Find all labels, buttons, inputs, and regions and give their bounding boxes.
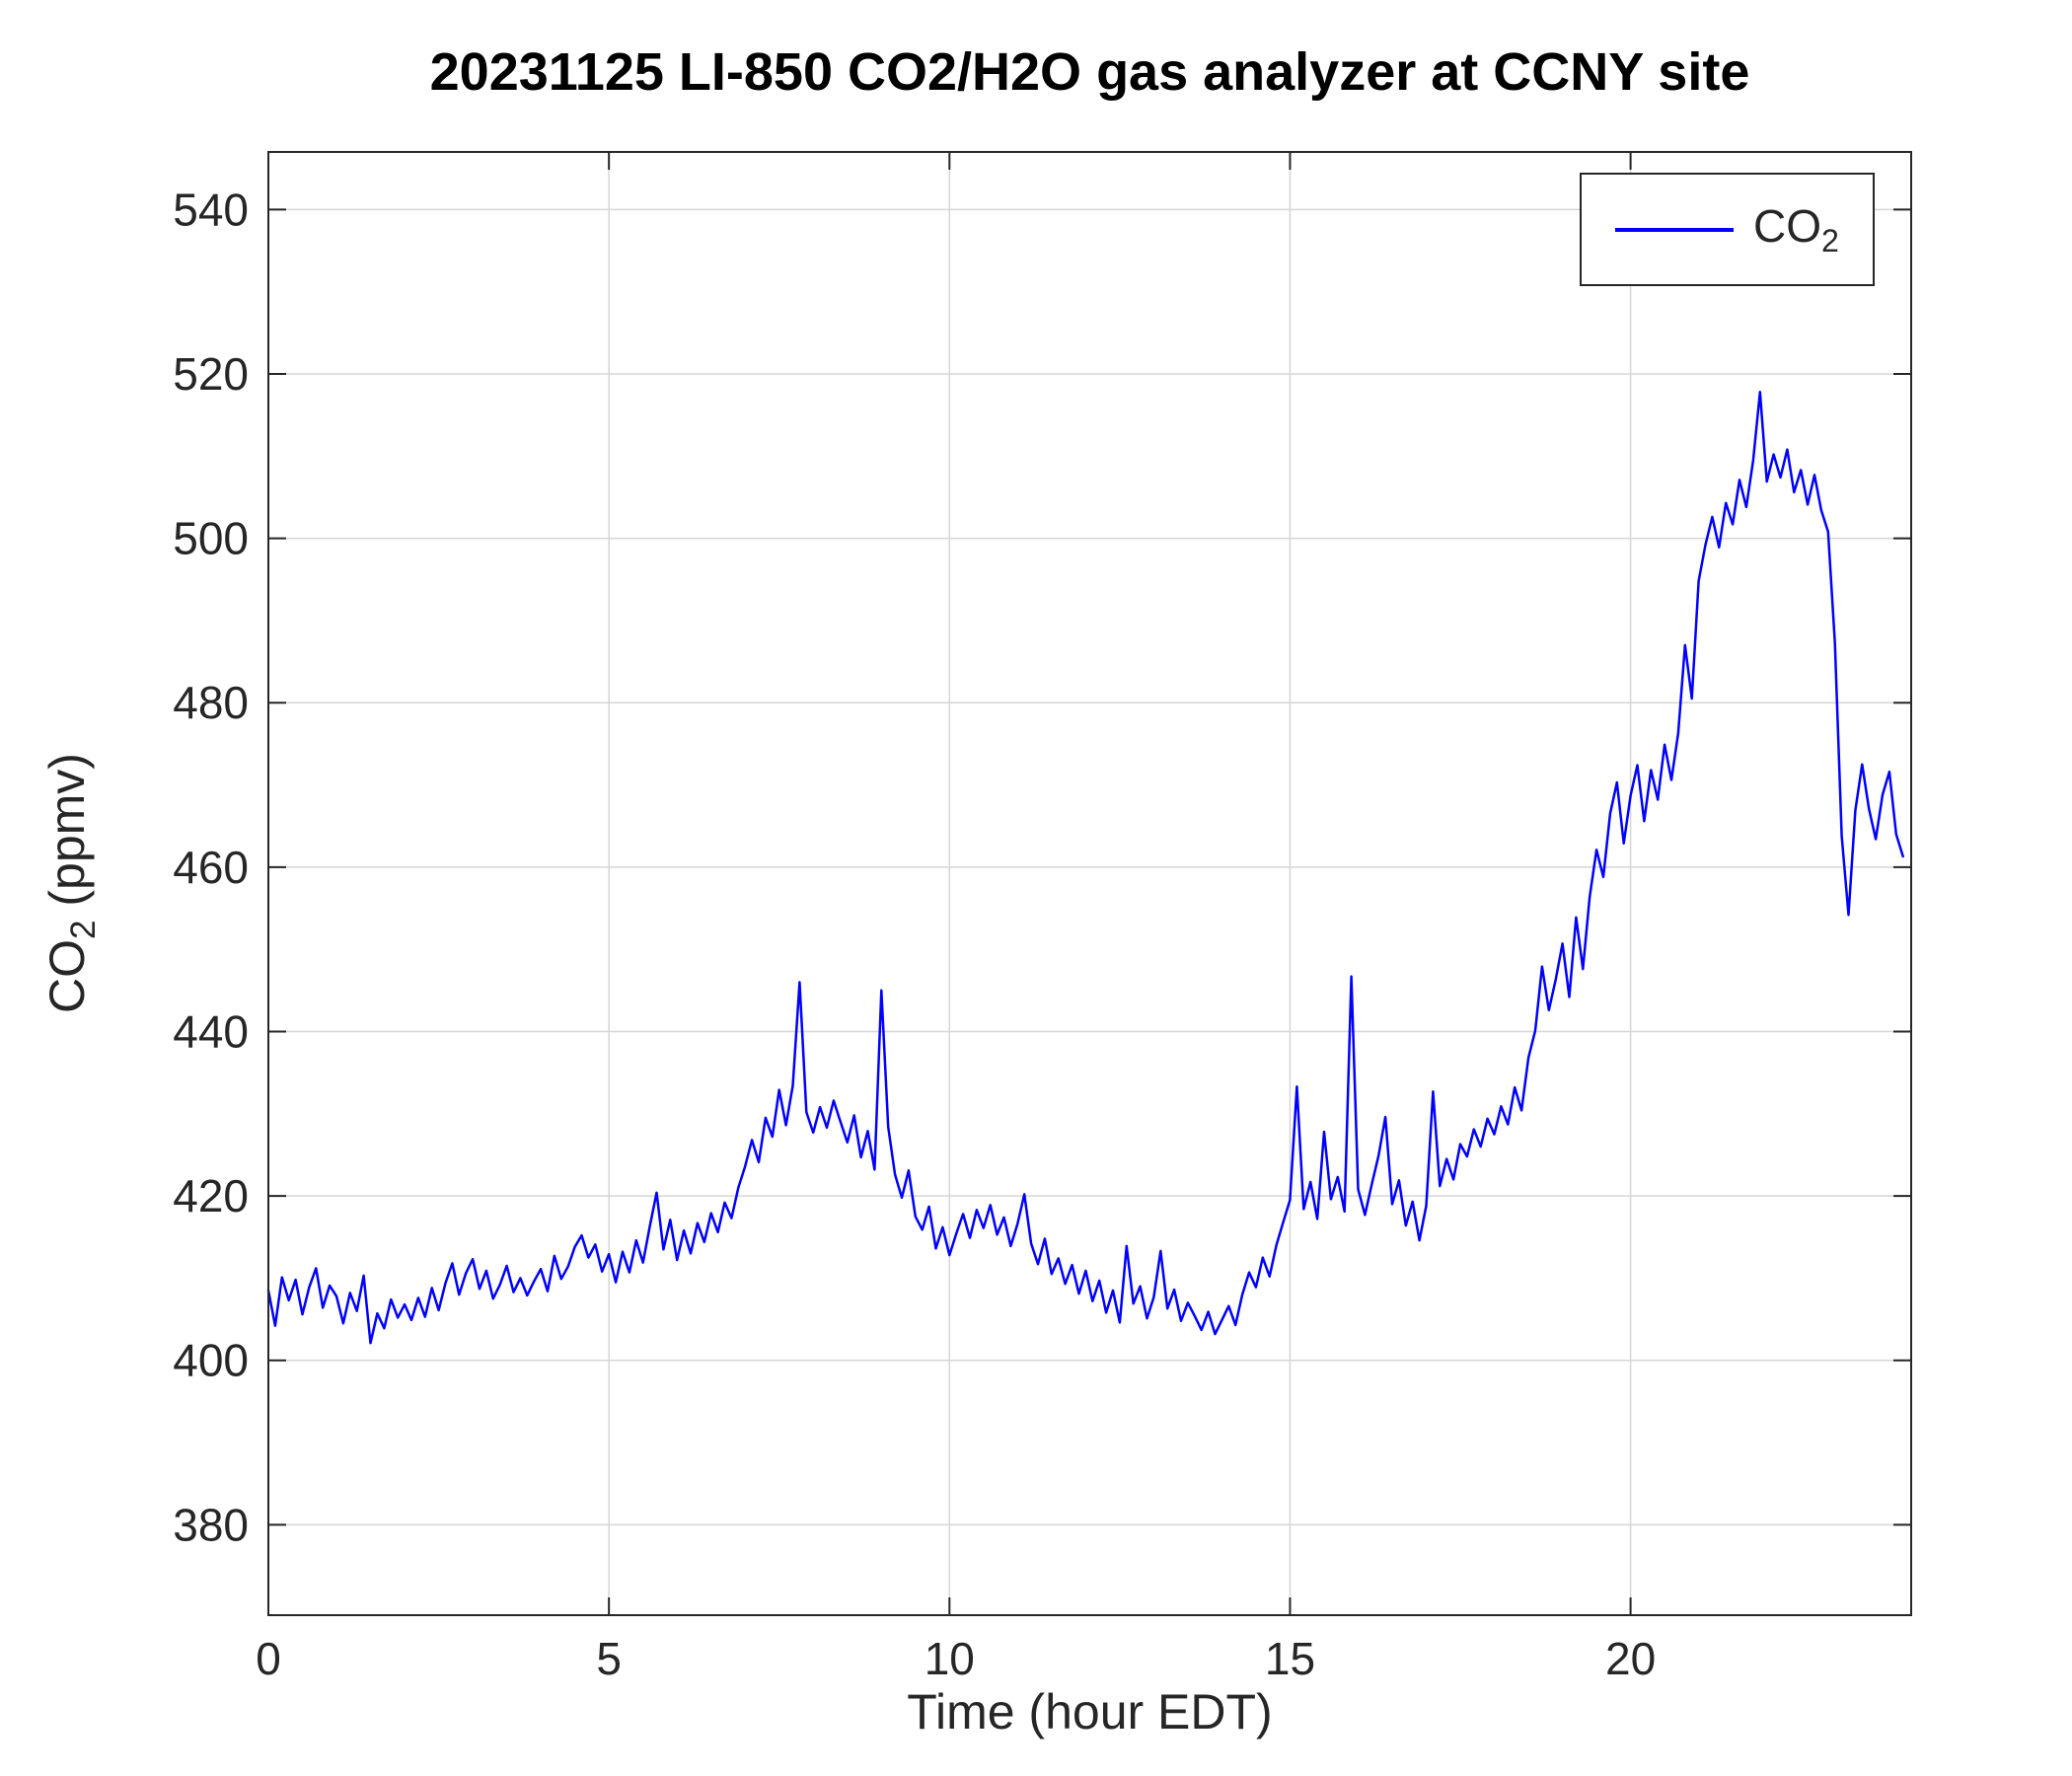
- y-tick-label: 380: [173, 1499, 249, 1550]
- legend[interactable]: CO2: [1580, 173, 1875, 286]
- x-tick-label: 20: [1605, 1633, 1656, 1684]
- y-tick-label: 440: [173, 1005, 249, 1057]
- y-tick-label: 500: [173, 513, 249, 564]
- legend-label-subscript: 2: [1821, 223, 1839, 259]
- y-axis-label: CO2 (ppmv): [38, 753, 104, 1013]
- x-axis-label: Time (hour EDT): [907, 1684, 1273, 1739]
- y-tick-label: 400: [173, 1335, 249, 1386]
- legend-label-prefix: CO: [1753, 199, 1822, 252]
- x-tick-label: 0: [256, 1633, 281, 1684]
- y-tick-label: 420: [173, 1170, 249, 1221]
- y-tick-label: 540: [173, 184, 249, 235]
- chart-title: 20231125 LI-850 CO2/H2O gas analyzer at …: [429, 42, 1750, 102]
- legend-label: CO2: [1753, 199, 1839, 259]
- axes-box: [267, 151, 1912, 1616]
- y-axis-label-prefix: CO: [39, 938, 95, 1013]
- x-tick-label: 15: [1265, 1633, 1315, 1684]
- co2-series-line: [266, 391, 1904, 1345]
- x-tick-label: 10: [925, 1633, 975, 1684]
- y-tick-label: 480: [173, 677, 249, 728]
- y-tick-label: 520: [173, 348, 249, 400]
- legend-line-sample: [1615, 227, 1735, 232]
- y-axis-label-suffix: (ppmv): [39, 753, 95, 921]
- y-tick-label: 460: [173, 842, 249, 893]
- x-tick-label: 5: [596, 1633, 622, 1684]
- y-axis-label-subscript: 2: [64, 920, 103, 939]
